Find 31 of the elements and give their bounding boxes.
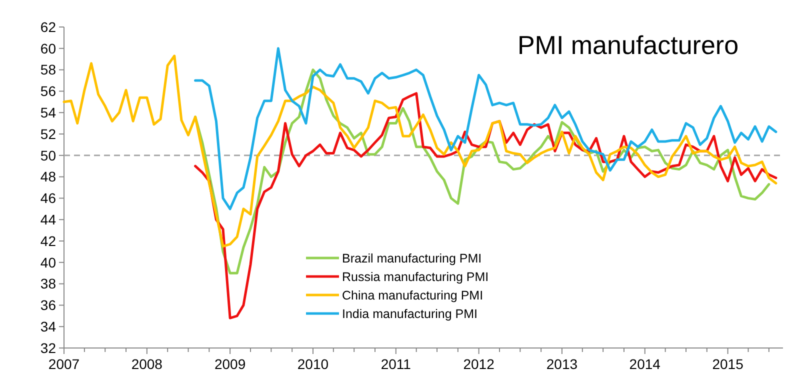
x-tick-label: 2012 — [463, 356, 495, 372]
x-tick-label: 2008 — [131, 356, 163, 372]
y-tick-label: 44 — [40, 212, 56, 228]
x-tick-label: 2010 — [297, 356, 329, 372]
y-tick-label: 50 — [40, 147, 56, 164]
y-tick-label: 42 — [40, 232, 56, 249]
line-series — [62, 54, 778, 248]
x-tick-label: 2009 — [214, 356, 246, 372]
legend-label: Brazil manufacturing PMI — [342, 251, 482, 266]
y-tick-label: 60 — [40, 40, 56, 56]
x-tick-label: 2013 — [546, 356, 578, 372]
y-tick-label: 54 — [40, 104, 56, 120]
y-tick-label: 32 — [40, 340, 56, 356]
y-tick-label: 56 — [40, 83, 56, 100]
y-tick-label: 52 — [40, 126, 56, 142]
x-tick-label: 2014 — [629, 356, 661, 372]
legend-label: Russia manufacturing PMI — [342, 270, 489, 284]
y-tick-label: 38 — [40, 276, 56, 292]
y-tick-label: 58 — [40, 62, 56, 78]
y-tick-label: 40 — [40, 254, 56, 270]
y-tick-label: 48 — [40, 168, 56, 185]
x-tick-label: 2011 — [380, 356, 412, 372]
y-tick-label: 36 — [40, 297, 56, 314]
x-tick-label: 2015 — [712, 356, 744, 372]
y-tick-label: 62 — [40, 18, 56, 35]
chart-title: PMI manufacturero — [517, 30, 739, 60]
y-tick-label: 46 — [40, 190, 56, 206]
x-tick-label: 2007 — [48, 356, 80, 372]
y-tick-label: 34 — [40, 318, 56, 334]
legend-label: China manufacturing PMI — [342, 288, 484, 302]
legend-label: India manufacturing PMI — [342, 306, 478, 321]
